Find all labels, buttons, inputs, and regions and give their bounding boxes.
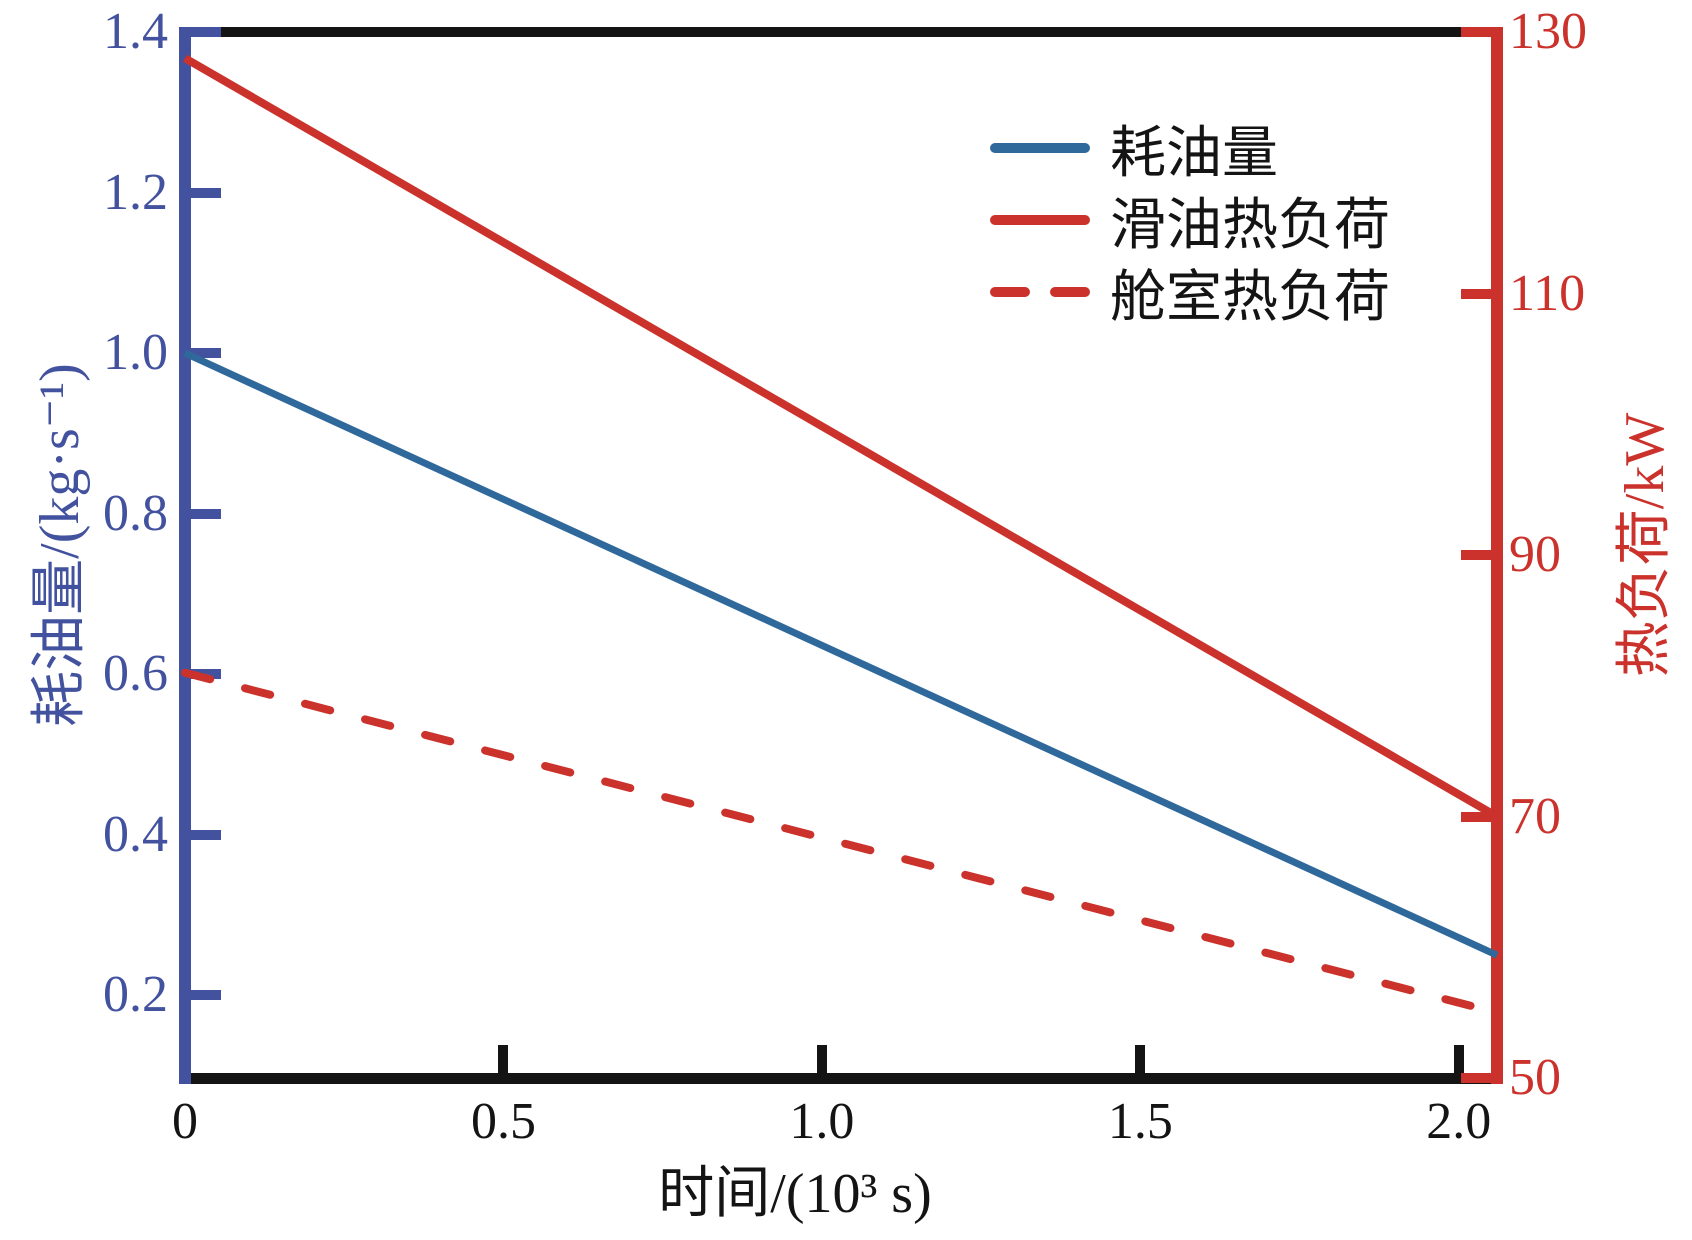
top-spine xyxy=(185,27,1497,37)
x-tick xyxy=(816,1045,827,1073)
y-right-tick xyxy=(1461,550,1491,560)
x-tick-label: 2.0 xyxy=(1426,1093,1492,1150)
y-right-tick xyxy=(1461,27,1491,37)
legend-item: 耗油量 xyxy=(988,112,1390,185)
y-right-tick-label: 90 xyxy=(1509,526,1561,583)
y-right-tick xyxy=(1461,1073,1491,1083)
y-left-tick-label: 0.4 xyxy=(103,805,168,863)
x-tick-label: 1.5 xyxy=(1107,1093,1173,1150)
x-tick-label: 1.0 xyxy=(789,1093,855,1150)
legend-label: 舱室热负荷 xyxy=(1110,266,1390,329)
x-tick xyxy=(1453,1045,1464,1073)
y-left-tick xyxy=(191,348,221,359)
plot-area xyxy=(181,54,1501,1017)
y-right-tick-label: 130 xyxy=(1509,3,1587,60)
y-right-axis-title: 热负荷/kW xyxy=(1614,412,1676,678)
legend-item: 舱室热负荷 xyxy=(988,256,1390,329)
x-tick xyxy=(1135,1045,1146,1073)
series-line-0 xyxy=(183,349,1499,959)
y-left-axis-title: 耗油量/(kg·s⁻¹) xyxy=(29,363,91,727)
y-left-tick-label: 0.2 xyxy=(103,966,168,1024)
y-left-tick xyxy=(191,187,221,198)
y-left-tick xyxy=(191,990,221,1001)
series-line-2 xyxy=(181,668,1501,1017)
y-left-tick-label: 1.0 xyxy=(103,324,168,382)
x-tick-label: 0 xyxy=(172,1093,198,1150)
bottom-spine xyxy=(185,1073,1497,1084)
y-left-tick xyxy=(191,829,221,840)
legend-line-sample xyxy=(990,215,1090,225)
y-right-tick-label: 70 xyxy=(1509,787,1561,845)
y-left-tick-label: 1.4 xyxy=(103,3,168,60)
y-right-tick xyxy=(1461,288,1491,299)
right-spine xyxy=(1491,27,1503,1084)
y-right-tick xyxy=(1461,811,1491,822)
legend-label: 耗油量 xyxy=(1110,122,1278,185)
left-spine xyxy=(179,27,191,1084)
y-left-tick-label: 0.8 xyxy=(103,484,168,542)
y-left-tick xyxy=(191,27,221,37)
y-left-tick xyxy=(191,508,221,519)
series-line-1 xyxy=(182,54,1500,820)
x-axis-title: 时间/(10³ s) xyxy=(658,1163,932,1225)
y-left-tick-label: 0.6 xyxy=(103,645,168,703)
legend: 耗油量滑油热负荷舱室热负荷 xyxy=(988,112,1390,329)
y-left-tick-label: 1.2 xyxy=(103,163,168,221)
x-tick-label: 0.5 xyxy=(470,1093,536,1150)
x-tick xyxy=(498,1045,509,1073)
y-right-tick-label: 50 xyxy=(1509,1049,1561,1106)
legend-line-sample xyxy=(990,287,1090,297)
legend-label: 滑油热负荷 xyxy=(1110,194,1390,257)
y-right-tick-label: 110 xyxy=(1509,264,1586,322)
legend-item: 滑油热负荷 xyxy=(988,184,1390,257)
legend-line-sample xyxy=(990,143,1090,153)
